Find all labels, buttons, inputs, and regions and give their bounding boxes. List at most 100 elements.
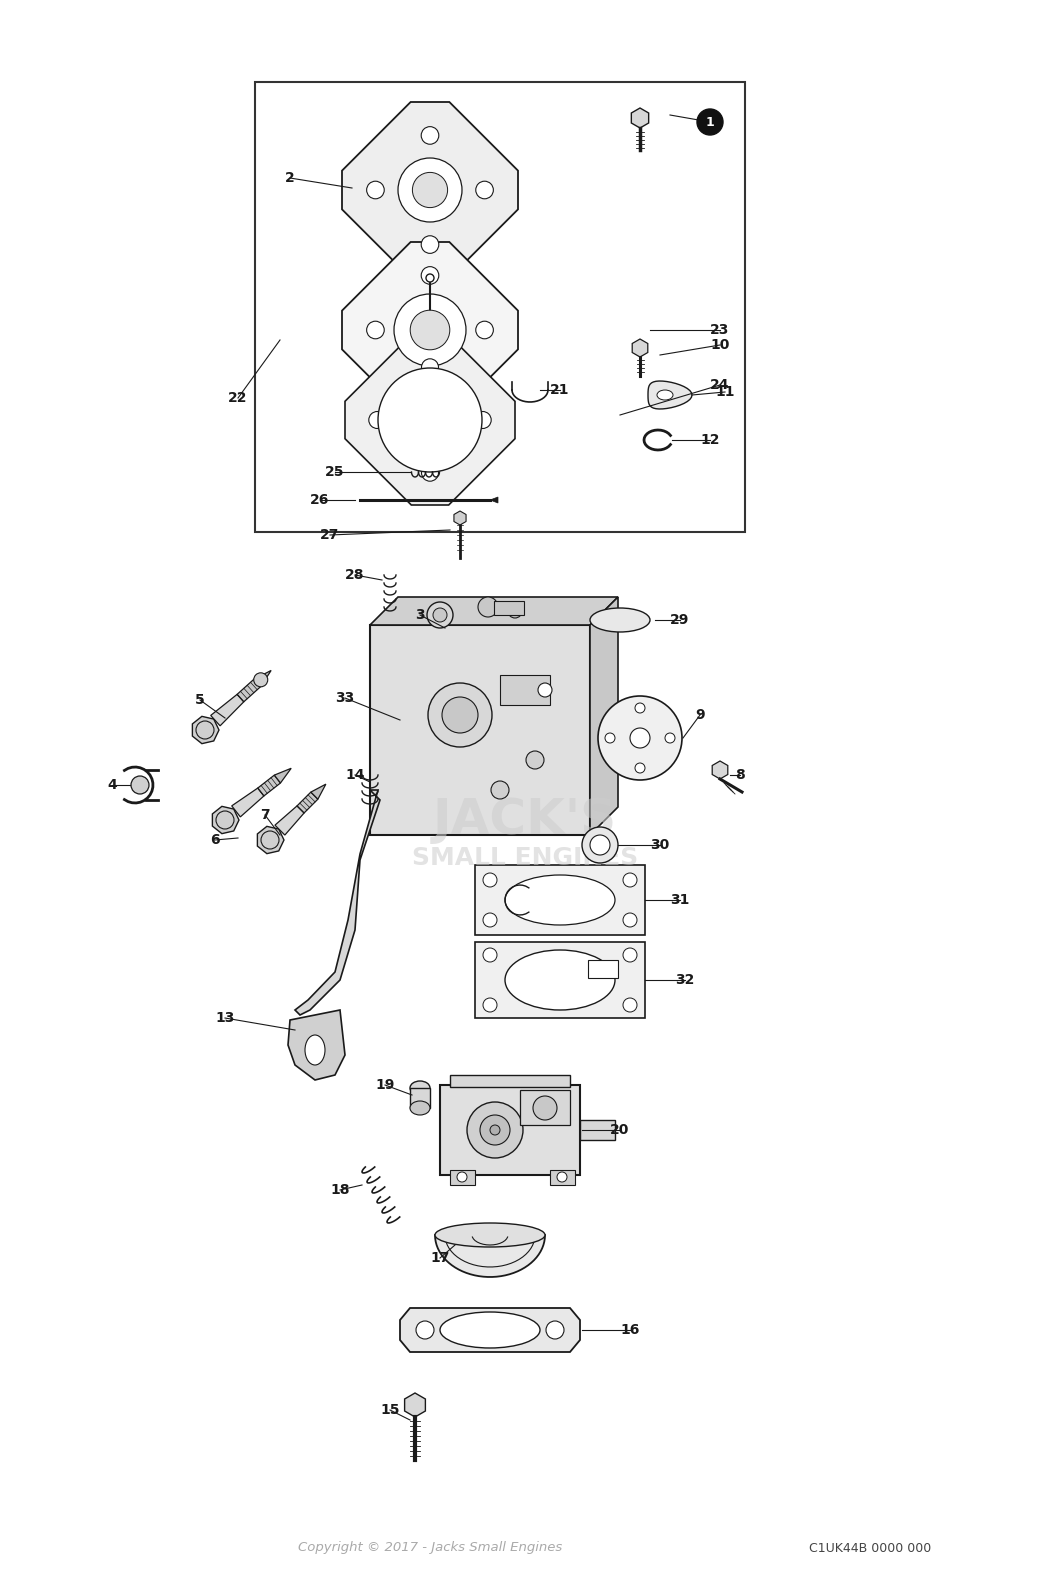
Bar [440,1085,580,1175]
Polygon shape [342,242,518,418]
Text: 28: 28 [345,569,364,581]
Circle shape [635,703,645,713]
Ellipse shape [505,874,615,925]
Bar [450,1076,570,1087]
Polygon shape [237,680,260,702]
Circle shape [476,181,494,200]
Text: 12: 12 [700,432,719,447]
Polygon shape [275,806,304,835]
Polygon shape [400,1308,580,1353]
Circle shape [416,1321,434,1338]
Text: 33: 33 [335,691,355,705]
Text: 24: 24 [710,379,730,391]
Polygon shape [274,768,291,782]
Circle shape [491,781,509,798]
Bar [580,1120,615,1140]
Polygon shape [311,784,326,800]
Polygon shape [192,716,219,743]
Circle shape [421,360,439,375]
Bar [450,1171,475,1185]
Text: 20: 20 [610,1123,630,1137]
Text: 5: 5 [195,694,205,706]
Bar [588,960,618,977]
Polygon shape [648,382,692,409]
Circle shape [582,827,618,863]
Polygon shape [631,108,649,128]
Bar [550,1171,575,1185]
Polygon shape [345,334,514,505]
Polygon shape [258,775,280,795]
Text: 16: 16 [621,1323,639,1337]
Text: 13: 13 [215,1011,235,1025]
Text: 18: 18 [331,1183,350,1198]
Text: 29: 29 [670,613,690,627]
Polygon shape [590,597,618,835]
Text: 11: 11 [715,385,735,399]
Circle shape [442,697,478,733]
Ellipse shape [410,1080,430,1095]
Text: 2: 2 [286,171,295,185]
Circle shape [483,998,497,1012]
Ellipse shape [440,1312,540,1348]
Circle shape [598,695,683,779]
Circle shape [635,763,645,773]
Circle shape [480,1115,510,1145]
Bar [255,82,746,532]
Text: 1: 1 [706,116,714,128]
Polygon shape [297,792,318,813]
Ellipse shape [410,1101,430,1115]
Circle shape [526,681,544,699]
Text: Copyright © 2017 - Jacks Small Engines: Copyright © 2017 - Jacks Small Engines [298,1541,562,1554]
Polygon shape [342,101,518,279]
Polygon shape [490,497,498,504]
Circle shape [426,274,434,282]
Text: 3: 3 [415,608,425,623]
Text: 17: 17 [430,1251,449,1266]
Bar [370,626,590,835]
Text: 25: 25 [326,466,344,478]
Circle shape [665,733,675,743]
Circle shape [483,947,497,961]
Circle shape [131,776,149,794]
Circle shape [428,683,492,748]
Circle shape [427,602,453,627]
Circle shape [421,464,439,482]
Circle shape [421,266,439,284]
Bar [410,1088,430,1107]
Ellipse shape [304,1034,326,1064]
Polygon shape [288,1011,345,1080]
Text: 22: 22 [228,391,248,406]
Text: 9: 9 [695,708,705,722]
Circle shape [590,835,610,855]
Circle shape [538,683,552,697]
Polygon shape [632,339,648,356]
Text: C1UK44B 0000 000: C1UK44B 0000 000 [808,1541,931,1554]
Circle shape [623,998,637,1012]
Circle shape [254,673,268,687]
Text: 7: 7 [260,808,270,822]
Polygon shape [435,1236,545,1277]
Text: 14: 14 [345,768,364,782]
Text: 26: 26 [311,493,330,507]
Circle shape [605,733,615,743]
Ellipse shape [435,1223,545,1247]
Circle shape [433,608,447,623]
Circle shape [526,751,544,768]
Circle shape [369,412,385,429]
Polygon shape [212,806,239,833]
Circle shape [697,109,723,135]
Bar [494,600,524,615]
Circle shape [533,1096,556,1120]
Polygon shape [475,865,645,935]
Circle shape [421,236,439,253]
Text: 32: 32 [675,973,695,987]
Circle shape [478,597,498,618]
Text: 8: 8 [735,768,744,782]
Text: 21: 21 [550,383,570,398]
Polygon shape [257,827,284,854]
Polygon shape [712,760,728,779]
Circle shape [483,873,497,887]
Bar [500,675,550,705]
Text: 31: 31 [670,893,690,908]
Circle shape [366,181,384,200]
